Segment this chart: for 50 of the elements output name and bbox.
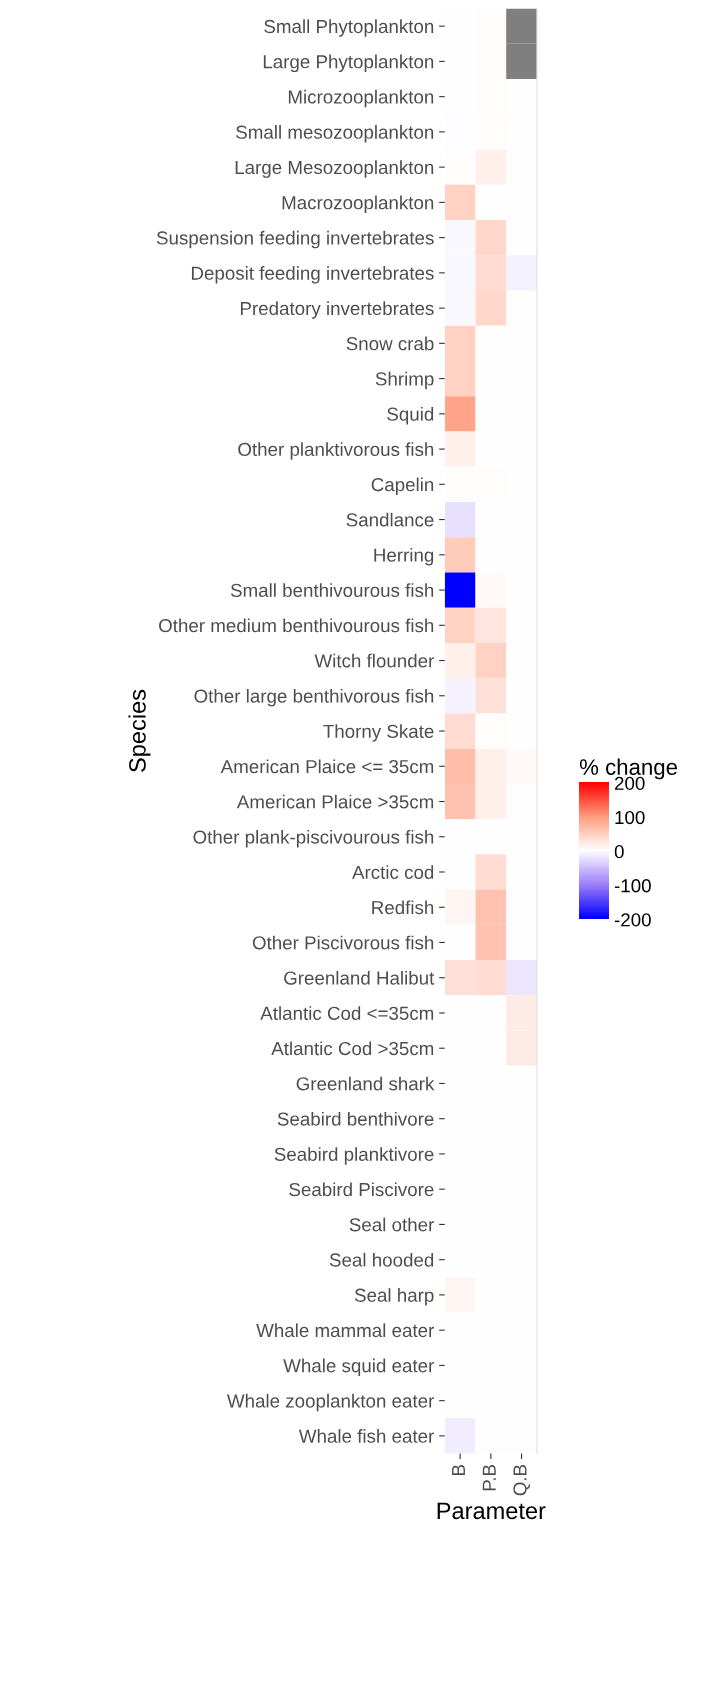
color-bar-label: 0: [614, 845, 624, 859]
y-tick-label: Seal other: [349, 1217, 435, 1232]
y-tick-label: Herring: [374, 548, 434, 566]
y-tick-label: Atlantic Cod <=35cm: [260, 1006, 434, 1020]
y-axis-title: Species: [128, 689, 151, 772]
y-tick-label: Other large benthivorous fish: [194, 688, 434, 707]
color-bar-label: -200: [614, 913, 651, 927]
y-tick-label: Whale squid eater: [283, 1358, 435, 1377]
y-tick-label: Capelin: [371, 477, 434, 495]
x-tick-label: B: [452, 1464, 465, 1475]
color-bar-label: 100: [615, 810, 645, 825]
y-tick-label: Witch flounder: [314, 653, 435, 668]
x-axis-title: Parameter: [437, 1502, 546, 1520]
y-tick-label: Snow crab: [346, 336, 434, 351]
y-tick-label: Whale mammal eater: [256, 1323, 435, 1338]
y-tick-label: Other plank-piscivourous fish: [193, 829, 434, 848]
y-tick-label: Seal hooded: [329, 1252, 434, 1267]
y-tick-label: Arctic cod: [352, 865, 434, 879]
y-tick-label: Other Piscivorous fish: [252, 935, 434, 950]
y-tick-label: Other planktivorous fish: [238, 442, 434, 460]
y-tick-label: Predatory invertebrates: [240, 301, 434, 319]
y-tick-label: Greenland shark: [296, 1076, 435, 1091]
y-tick-label: American Plaice >35cm: [236, 794, 434, 809]
y-tick-label: American Plaice <= 35cm: [220, 759, 434, 774]
y-tick-label: Whale fish eater: [298, 1429, 435, 1443]
y-tick-label: Seabird Piscivore: [289, 1182, 434, 1197]
y-tick-label: Large Phytoplankton: [263, 54, 434, 73]
y-tick-label: Small benthivourous fish: [230, 583, 434, 598]
y-tick-label: Small mesozooplankton: [236, 125, 434, 143]
y-tick-label: Atlantic Cod >35cm: [271, 1041, 434, 1056]
y-tick-label: Thorny Skate: [323, 724, 434, 742]
y-tick-label: Large Mesozooplankton: [235, 160, 434, 178]
y-tick-label: Seal harp: [354, 1288, 434, 1306]
y-tick-label: Small Phytoplankton: [264, 19, 434, 37]
y-tick-label: Microzooplankton: [288, 89, 434, 108]
y-tick-label: Greenland Halibut: [284, 970, 435, 985]
y-tick-label: Whale zooplankton eater: [226, 1393, 435, 1412]
y-tick-label: Squid: [387, 407, 434, 425]
y-tick-label: Redfish: [372, 900, 434, 915]
y-tick-label: Macrozooplankton: [282, 195, 434, 214]
y-tick-label: Seabird planktivore: [274, 1147, 434, 1165]
color-bar-label: -100: [614, 879, 651, 893]
y-tick-label: Other medium benthivourous fish: [159, 618, 434, 633]
x-tick-label: Q.B: [513, 1464, 530, 1496]
y-tick-label: Sandlance: [346, 512, 434, 527]
y-tick-label: Suspension feeding invertebrates: [156, 230, 434, 249]
x-tick-label: P.B: [482, 1464, 496, 1491]
y-tick-label: Deposit feeding invertebrates: [191, 266, 434, 284]
y-tick-label: Shrimp: [375, 371, 434, 390]
y-tick-label: Seabird benthivore: [277, 1111, 434, 1126]
